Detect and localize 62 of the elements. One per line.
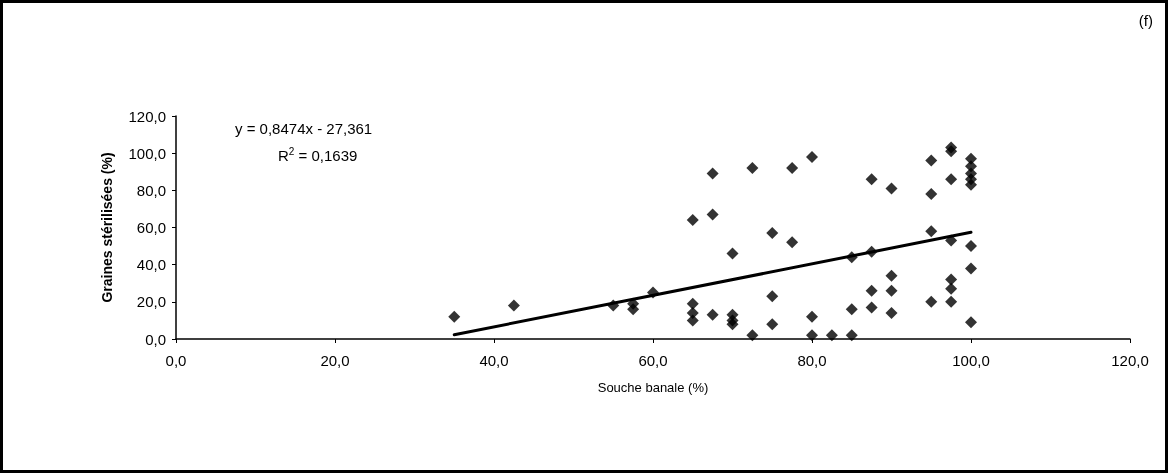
point — [766, 318, 779, 331]
point — [845, 303, 858, 316]
y-tick-label: 60,0 — [136, 219, 166, 236]
y-tick-label: 20,0 — [136, 293, 166, 311]
point — [686, 314, 699, 327]
y-tick-label: 120,0 — [128, 107, 166, 125]
point — [746, 329, 759, 342]
point — [786, 236, 799, 249]
point — [885, 306, 898, 319]
y-axis-title: Graines stérilisées (%) — [99, 152, 115, 303]
point — [806, 310, 818, 323]
y-tick-label: 0,0 — [145, 330, 166, 348]
point — [507, 299, 520, 312]
x-tick-label: 40,0 — [479, 352, 509, 369]
y-tick-label: 40,0 — [136, 256, 166, 274]
point — [945, 295, 958, 308]
point — [925, 154, 938, 167]
point — [965, 240, 977, 253]
point — [965, 316, 977, 329]
text: (f) — [1138, 12, 1154, 29]
point — [448, 310, 461, 323]
point — [627, 303, 640, 316]
x-tick-label: 120,0 — [1111, 352, 1149, 369]
point — [925, 188, 938, 201]
point — [746, 162, 759, 175]
point — [945, 145, 958, 158]
point — [686, 214, 699, 227]
point — [726, 247, 739, 260]
point — [885, 284, 898, 297]
point — [726, 318, 739, 331]
point — [806, 329, 818, 342]
point — [706, 167, 719, 180]
point — [845, 329, 858, 342]
point — [885, 269, 898, 282]
point — [865, 284, 878, 297]
point — [945, 282, 958, 295]
x-tick-label: 20,0 — [320, 352, 350, 369]
y-tick-label: 100,0 — [128, 144, 166, 162]
point — [965, 262, 977, 275]
x-axis-title: Souche banale (%) — [597, 380, 709, 395]
point — [706, 308, 719, 321]
point — [945, 173, 958, 186]
x-tick-label: 0,0 — [165, 352, 187, 369]
point — [786, 162, 799, 175]
annotation: y = 0,8474x - 27,361 — [235, 120, 373, 137]
x-tick-label: 80,0 — [797, 352, 827, 369]
point — [706, 208, 719, 221]
point — [925, 225, 938, 238]
point — [825, 329, 838, 342]
y-tick-label: 80,0 — [136, 181, 166, 199]
point — [766, 227, 779, 240]
point — [945, 273, 958, 286]
x-tick-label: 60,0 — [638, 352, 668, 369]
point — [885, 182, 898, 195]
point — [925, 295, 938, 308]
point — [865, 301, 878, 314]
point — [806, 150, 818, 163]
point — [686, 297, 699, 310]
point — [965, 178, 977, 191]
x-tick-label: 100,0 — [952, 352, 990, 369]
point — [865, 173, 878, 186]
point — [766, 290, 779, 303]
